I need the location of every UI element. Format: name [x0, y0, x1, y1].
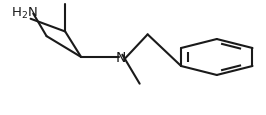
- Text: H$_2$N: H$_2$N: [11, 6, 38, 21]
- Text: N: N: [116, 51, 126, 64]
